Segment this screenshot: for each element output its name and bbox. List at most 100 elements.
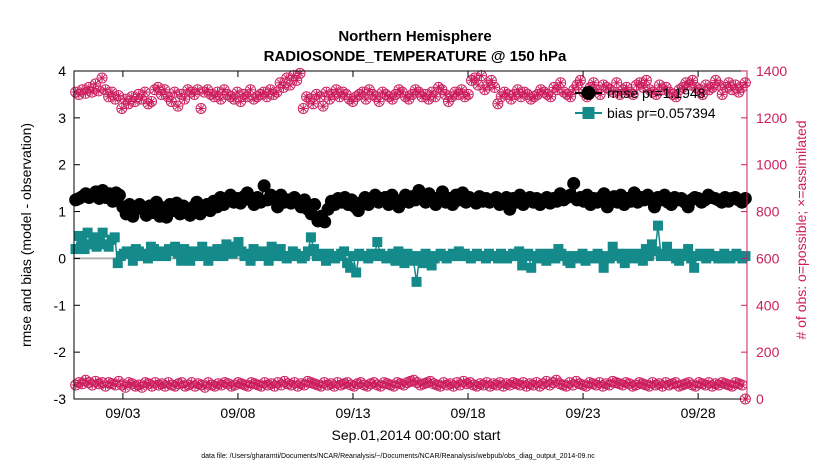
- obs-count-point: [462, 88, 474, 100]
- bias-point: [646, 239, 657, 250]
- obs-count-point: [192, 84, 204, 96]
- y-right-tick-label: 800: [756, 204, 780, 220]
- bias-point: [426, 260, 437, 271]
- bias-point: [194, 251, 205, 262]
- obs-count-point: [565, 91, 577, 103]
- rmse-point: [318, 215, 332, 229]
- y-left-tick-label: 2: [58, 157, 66, 173]
- bias-point: [88, 232, 99, 243]
- y-left-tick-label: 3: [58, 110, 66, 126]
- x-tick-label: 09/23: [566, 405, 601, 421]
- bias-point: [408, 255, 419, 266]
- obs-count-point: [291, 74, 303, 86]
- bias-point: [649, 246, 660, 257]
- y-right-tick-label: 1000: [756, 157, 787, 173]
- bias-point: [637, 255, 648, 266]
- bias-point: [266, 241, 277, 252]
- bias-point: [414, 251, 425, 262]
- obs-count-point: [139, 86, 151, 98]
- bias-point: [550, 253, 561, 264]
- data-file-footnote: data file: /Users/gharamti/Documents/NCA…: [201, 453, 595, 460]
- bias-point: [302, 246, 313, 257]
- obs-count-point: [640, 74, 652, 86]
- obs-count-point: [736, 379, 748, 391]
- legend-bias-marker: [582, 107, 595, 119]
- obs-count-point: [555, 77, 567, 89]
- x-tick-label: 09/28: [681, 405, 716, 421]
- obs-count-point: [93, 85, 105, 97]
- bias-point: [399, 258, 410, 269]
- obs-count-point: [475, 70, 487, 82]
- obs-count-point: [231, 86, 243, 98]
- bias-point: [176, 255, 187, 266]
- bias-point: [683, 244, 694, 255]
- bias-point: [514, 246, 525, 257]
- bias-point: [387, 248, 398, 259]
- obs-count-point: [116, 102, 128, 114]
- bias-point: [417, 258, 428, 269]
- legend-bias-label: bias pr=0.057394: [607, 105, 716, 121]
- y-left-tick-label: 0: [58, 250, 66, 266]
- bias-point: [320, 255, 331, 266]
- bias-point: [652, 220, 663, 231]
- bias-point: [604, 253, 615, 264]
- y-right-tick-label: 1400: [756, 63, 787, 79]
- obs-count-point: [122, 98, 134, 110]
- legend: rmse pr=1.1948 bias pr=0.057394: [575, 85, 716, 121]
- obs-count-point: [670, 91, 682, 103]
- obs-count-point: [423, 93, 435, 105]
- bias-point: [112, 258, 123, 269]
- obs-count-point: [215, 93, 227, 105]
- y-axis-label-right: # of obs: o=possible; ×=assimilated: [793, 120, 809, 339]
- rmse-point: [257, 179, 271, 193]
- legend-rmse-marker: [581, 86, 596, 100]
- legend-rmse-label: rmse pr=1.1948: [607, 85, 706, 101]
- bias-point: [689, 262, 700, 273]
- y-right-tick-label: 1200: [756, 110, 787, 126]
- obs-count-point: [469, 72, 481, 84]
- bias-point: [595, 253, 606, 264]
- obs-count-point: [611, 77, 623, 89]
- bias-point: [305, 232, 316, 243]
- bias-point: [242, 248, 253, 259]
- obs-count-point: [574, 74, 586, 86]
- bias-point: [170, 241, 181, 252]
- bias-point: [686, 253, 697, 264]
- bias-point: [203, 255, 214, 266]
- obs-count-point: [113, 90, 125, 102]
- bias-point: [85, 239, 96, 250]
- y-right-tick-label: 600: [756, 250, 780, 266]
- x-tick-label: 09/03: [105, 405, 140, 421]
- obs-count-point: [360, 93, 372, 105]
- obs-count-point: [261, 91, 273, 103]
- obs-count-point: [169, 86, 181, 98]
- bias-point: [345, 262, 356, 273]
- bias-point: [680, 251, 691, 262]
- obs-count-point: [739, 77, 751, 89]
- bias-point: [619, 258, 630, 269]
- obs-count-point: [106, 86, 118, 98]
- bias-point: [390, 255, 401, 266]
- bias-point: [200, 248, 211, 259]
- obs-count-point: [317, 100, 329, 112]
- y-left-tick-label: -3: [54, 391, 67, 407]
- rmse-point: [738, 191, 752, 205]
- bias-point: [127, 255, 138, 266]
- bias-point: [233, 237, 244, 248]
- y-right-tick-label: 200: [756, 344, 780, 360]
- bias-point: [227, 248, 238, 259]
- bias-point: [423, 251, 434, 262]
- obs-count-point: [89, 78, 101, 90]
- obs-count-point: [294, 67, 306, 79]
- obs-count-point: [195, 102, 207, 114]
- obs-count-point: [723, 77, 735, 89]
- bias-point: [209, 251, 220, 262]
- bias-point: [263, 255, 274, 266]
- obs-count-point: [472, 79, 484, 91]
- obs-count-point: [228, 93, 240, 105]
- obs-count-point: [284, 79, 296, 91]
- obs-count-point: [485, 74, 497, 86]
- bias-point: [308, 244, 319, 255]
- bias-point: [577, 248, 588, 259]
- bias-point: [73, 230, 84, 241]
